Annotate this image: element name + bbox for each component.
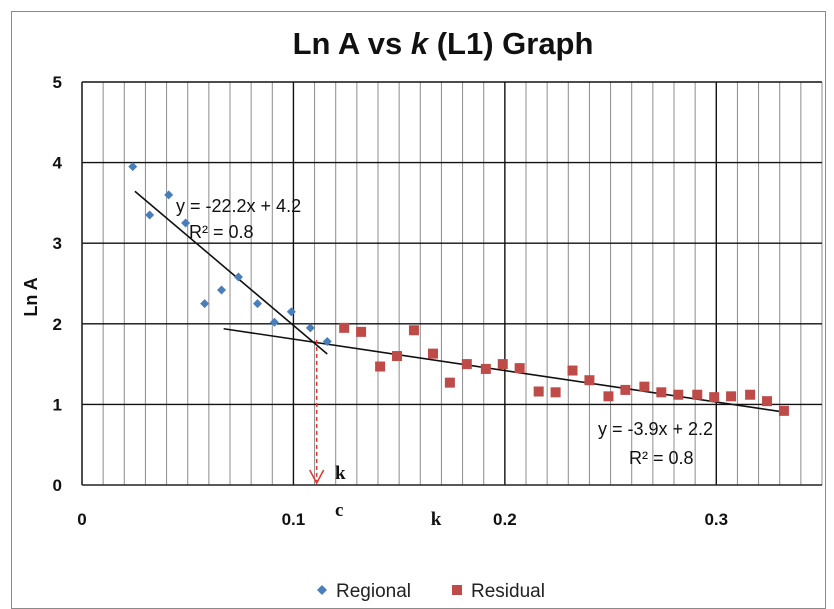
regional-point bbox=[305, 323, 315, 333]
regional-series bbox=[128, 162, 332, 347]
regional-point bbox=[286, 307, 296, 317]
residual-point bbox=[550, 387, 561, 398]
chart-frame: Ln A vs k (L1) Graph 0 1 2 3 4 5 0 0.1 0.2 0.3 Ln… bbox=[11, 11, 826, 609]
x-tick-label: 0 bbox=[77, 510, 86, 529]
regional-r2: R² = 0.8 bbox=[189, 222, 254, 242]
residual-point bbox=[567, 365, 578, 376]
chart-title-part-3: (L1) Graph bbox=[428, 26, 593, 61]
residual-point bbox=[584, 375, 595, 386]
residual-point bbox=[762, 396, 773, 407]
regional-point bbox=[181, 218, 191, 228]
legend: Regional Residual bbox=[317, 581, 545, 602]
residual-point bbox=[514, 363, 525, 374]
residual-point bbox=[339, 322, 350, 333]
kc-arrowhead bbox=[309, 469, 325, 485]
legend-regional-label: Regional bbox=[336, 581, 411, 602]
regional-equation: y = -22.2x + 4.2 bbox=[176, 196, 301, 216]
y-tick-label: 5 bbox=[53, 73, 62, 92]
x-tick-label: 0.1 bbox=[282, 510, 306, 529]
regional-point bbox=[269, 317, 279, 327]
residual-r2: R² = 0.8 bbox=[629, 448, 694, 468]
residual-point bbox=[673, 389, 684, 400]
residual-equation: y = -3.9x + 2.2 bbox=[598, 419, 713, 439]
axis-k-label: k bbox=[431, 509, 442, 530]
regional-point bbox=[128, 162, 138, 172]
tick-labels: 0 1 2 3 4 5 0 0.1 0.2 0.3 bbox=[53, 73, 729, 529]
legend-residual-marker bbox=[452, 585, 462, 595]
residual-point bbox=[620, 384, 631, 395]
residual-point bbox=[745, 389, 756, 400]
kc-annotation bbox=[309, 339, 325, 485]
y-tick-label: 3 bbox=[53, 234, 62, 253]
regional-point bbox=[145, 210, 155, 220]
regional-point bbox=[200, 299, 210, 309]
residual-point bbox=[356, 326, 367, 337]
residual-point bbox=[709, 392, 720, 403]
y-axis-label: Ln A bbox=[21, 277, 41, 316]
legend-regional-marker bbox=[317, 585, 327, 595]
regional-point bbox=[322, 337, 332, 347]
regional-point bbox=[164, 190, 174, 200]
regional-point bbox=[217, 285, 227, 295]
residual-point bbox=[497, 359, 508, 370]
y-tick-label: 1 bbox=[53, 395, 62, 414]
y-tick-label: 0 bbox=[53, 476, 62, 495]
residual-series bbox=[339, 322, 789, 416]
y-tick-label: 2 bbox=[53, 315, 62, 334]
residual-point bbox=[375, 361, 386, 372]
residual-point bbox=[778, 405, 789, 416]
residual-point bbox=[639, 381, 650, 392]
residual-point bbox=[392, 351, 403, 362]
residual-point bbox=[656, 387, 667, 398]
scatter-chart: Ln A vs k (L1) Graph 0 1 2 3 4 5 0 0.1 0.2 0.3 Ln… bbox=[21, 26, 823, 602]
legend-residual-label: Residual bbox=[471, 581, 545, 602]
residual-point bbox=[427, 348, 438, 359]
residual-point bbox=[480, 363, 491, 374]
grid bbox=[82, 81, 823, 485]
residual-point bbox=[408, 325, 419, 336]
residual-point bbox=[444, 377, 455, 388]
x-tick-label: 0.2 bbox=[493, 510, 517, 529]
residual-point bbox=[461, 359, 472, 370]
axes bbox=[81, 82, 822, 486]
regional-trendline bbox=[134, 190, 328, 355]
residual-point bbox=[726, 391, 737, 402]
kc-label-k: k bbox=[335, 463, 346, 484]
chart-title-italic-k: k bbox=[411, 26, 430, 61]
residual-point bbox=[533, 386, 544, 397]
residual-point bbox=[603, 391, 614, 402]
chart-title-part-1: Ln A vs bbox=[293, 26, 411, 61]
kc-label-c: c bbox=[335, 500, 343, 521]
regional-point bbox=[252, 299, 262, 309]
chart-title: Ln A vs k (L1) Graph bbox=[293, 26, 594, 61]
x-tick-label: 0.3 bbox=[704, 510, 728, 529]
y-tick-label: 4 bbox=[53, 154, 63, 173]
residual-point bbox=[692, 389, 703, 400]
regional-point bbox=[233, 272, 243, 282]
